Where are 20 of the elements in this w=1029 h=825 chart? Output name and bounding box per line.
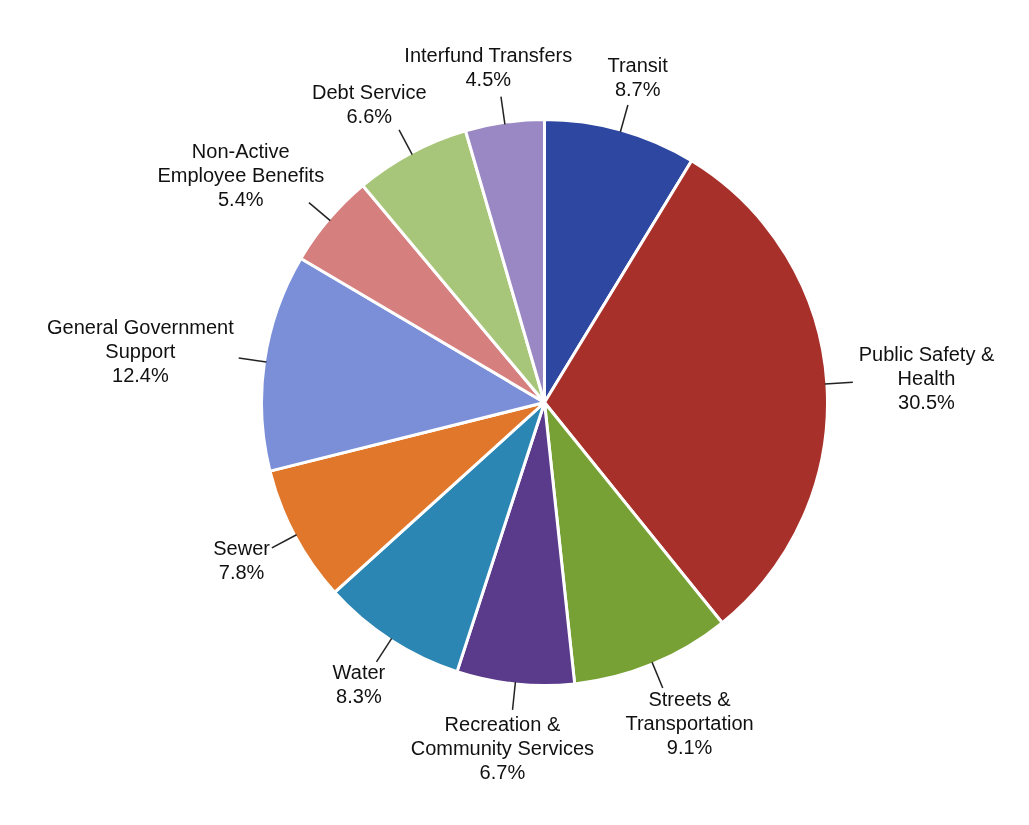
data-label: 4.5% bbox=[465, 68, 512, 91]
slice-label: Water bbox=[332, 660, 386, 683]
slice-label: Debt Service bbox=[312, 80, 427, 103]
slice-label: Transit bbox=[607, 53, 669, 76]
data-label: 8.3% bbox=[336, 684, 382, 707]
data-label: 8.7% bbox=[614, 77, 661, 100]
data-label: 6.7% bbox=[479, 761, 526, 784]
slice-label: Streets & Transportation bbox=[625, 688, 754, 735]
slice-label: Public Safety & Health bbox=[858, 343, 995, 390]
slice-label: Interfund Transfers bbox=[404, 44, 573, 67]
data-label: 6.6% bbox=[346, 104, 393, 127]
slice-label: Non-Active Employee Benefits bbox=[157, 140, 325, 187]
slice-label: General Government Support bbox=[47, 315, 235, 362]
data-label: 7.8% bbox=[218, 560, 265, 583]
data-label: 30.5% bbox=[898, 391, 956, 414]
data-label: 9.1% bbox=[666, 736, 713, 759]
data-label: 12.4% bbox=[112, 363, 169, 386]
data-label: 5.4% bbox=[217, 188, 264, 211]
slice-label: Sewer bbox=[213, 536, 271, 559]
slice-label: Recreation & Community Services bbox=[410, 713, 595, 760]
